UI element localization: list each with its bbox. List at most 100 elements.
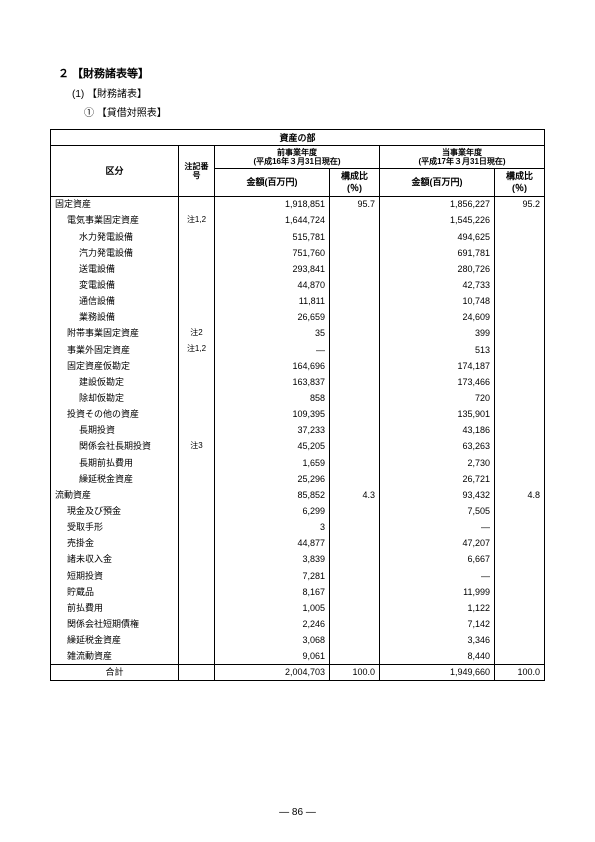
row-prev-pct bbox=[330, 212, 380, 228]
row-note bbox=[179, 390, 215, 406]
table-row: 関係会社長期投資注345,20563,263 bbox=[51, 438, 545, 454]
row-prev-amount: 44,877 bbox=[215, 535, 330, 551]
row-curr-pct bbox=[495, 438, 545, 454]
row-note bbox=[179, 648, 215, 664]
table-row: 附帯事業固定資産注235399 bbox=[51, 325, 545, 341]
row-prev-amount: 109,395 bbox=[215, 406, 330, 422]
row-note bbox=[179, 503, 215, 519]
row-prev-amount: 1,005 bbox=[215, 600, 330, 616]
row-label: 関係会社長期投資 bbox=[51, 438, 179, 454]
table-row: 貯蔵品8,16711,999 bbox=[51, 584, 545, 600]
row-note bbox=[179, 551, 215, 567]
table-row: 事業外固定資産注1,2―513 bbox=[51, 342, 545, 358]
row-label: 送電設備 bbox=[51, 261, 179, 277]
row-prev-pct bbox=[330, 422, 380, 438]
row-curr-amount: 173,466 bbox=[380, 374, 495, 390]
row-note bbox=[179, 229, 215, 245]
row-prev-pct bbox=[330, 245, 380, 261]
row-label: 変電設備 bbox=[51, 277, 179, 293]
table-row: 通信設備11,81110,748 bbox=[51, 293, 545, 309]
row-note bbox=[179, 519, 215, 535]
row-prev-amount: 3,839 bbox=[215, 551, 330, 567]
table-row: 諸未収入金3,8396,667 bbox=[51, 551, 545, 567]
row-prev-amount: 3,068 bbox=[215, 632, 330, 648]
row-curr-amount: 1,856,227 bbox=[380, 196, 495, 212]
row-label: 受取手形 bbox=[51, 519, 179, 535]
row-curr-pct bbox=[495, 503, 545, 519]
row-note: 注2 bbox=[179, 325, 215, 341]
row-prev-amount: 8,167 bbox=[215, 584, 330, 600]
row-note bbox=[179, 535, 215, 551]
row-note bbox=[179, 245, 215, 261]
row-curr-pct bbox=[495, 374, 545, 390]
row-curr-pct bbox=[495, 616, 545, 632]
row-curr-pct bbox=[495, 277, 545, 293]
row-curr-pct bbox=[495, 600, 545, 616]
row-prev-amount: 751,760 bbox=[215, 245, 330, 261]
row-prev-amount: 1,644,724 bbox=[215, 212, 330, 228]
row-note bbox=[179, 600, 215, 616]
row-label: 事業外固定資産 bbox=[51, 342, 179, 358]
row-curr-amount: 11,999 bbox=[380, 584, 495, 600]
row-prev-pct bbox=[330, 325, 380, 341]
row-prev-pct bbox=[330, 261, 380, 277]
row-curr-pct bbox=[495, 455, 545, 471]
row-prev-amount: 11,811 bbox=[215, 293, 330, 309]
row-prev-amount: 163,837 bbox=[215, 374, 330, 390]
table-row: 水力発電設備 515,781 494,625 bbox=[51, 229, 545, 245]
table-row: 固定資産仮勘定164,696174,187 bbox=[51, 358, 545, 374]
row-prev-amount: 7,281 bbox=[215, 568, 330, 584]
total-row: 合計 2,004,703 100.0 1,949,660 100.0 bbox=[51, 664, 545, 680]
row-prev-amount: 515,781 bbox=[215, 229, 330, 245]
row-curr-amount: 7,142 bbox=[380, 616, 495, 632]
row-curr-amount: 93,432 bbox=[380, 487, 495, 503]
table-row: 固定資産1,918,85195.71,856,22795.2 bbox=[51, 196, 545, 212]
balance-sheet-table: 資産の部 区分 注記番号 前事業年度 (平成16年３月31日現在) 当事業年度 … bbox=[50, 129, 545, 681]
table-body: 固定資産1,918,85195.71,856,22795.2電気事業固定資産注1… bbox=[51, 196, 545, 664]
row-curr-pct bbox=[495, 325, 545, 341]
row-curr-pct bbox=[495, 406, 545, 422]
period-header-prev: 前事業年度 (平成16年３月31日現在) bbox=[215, 146, 380, 168]
row-prev-amount: 35 bbox=[215, 325, 330, 341]
row-label: 除却仮勘定 bbox=[51, 390, 179, 406]
row-curr-amount: 7,505 bbox=[380, 503, 495, 519]
row-curr-pct: 4.8 bbox=[495, 487, 545, 503]
period-curr-line2: (平成17年３月31日現在) bbox=[418, 157, 505, 166]
row-curr-pct bbox=[495, 471, 545, 487]
row-note bbox=[179, 277, 215, 293]
row-curr-pct bbox=[495, 293, 545, 309]
row-curr-pct bbox=[495, 358, 545, 374]
period-prev-line1: 前事業年度 bbox=[277, 148, 317, 157]
row-note bbox=[179, 616, 215, 632]
row-note bbox=[179, 455, 215, 471]
row-curr-amount: 26,721 bbox=[380, 471, 495, 487]
row-curr-pct bbox=[495, 648, 545, 664]
row-curr-amount: 6,667 bbox=[380, 551, 495, 567]
row-note: 注3 bbox=[179, 438, 215, 454]
heading-level-1: ２ 【財務諸表等】 bbox=[58, 65, 545, 81]
row-note bbox=[179, 406, 215, 422]
total-note bbox=[179, 664, 215, 680]
row-prev-pct bbox=[330, 293, 380, 309]
row-curr-amount: 10,748 bbox=[380, 293, 495, 309]
table-row: 長期前払費用1,6592,730 bbox=[51, 455, 545, 471]
total-prev-pct: 100.0 bbox=[330, 664, 380, 680]
row-label: 業務設備 bbox=[51, 309, 179, 325]
row-note bbox=[179, 261, 215, 277]
super-header: 資産の部 bbox=[51, 130, 545, 146]
row-prev-amount: 9,061 bbox=[215, 648, 330, 664]
row-prev-amount: 858 bbox=[215, 390, 330, 406]
row-prev-amount: 293,841 bbox=[215, 261, 330, 277]
row-label: 繰延税金資産 bbox=[51, 471, 179, 487]
table-row: 投資その他の資産109,395135,901 bbox=[51, 406, 545, 422]
col-header-note: 注記番号 bbox=[179, 146, 215, 197]
row-curr-amount: 42,733 bbox=[380, 277, 495, 293]
row-label: 関係会社短期債権 bbox=[51, 616, 179, 632]
row-prev-pct bbox=[330, 616, 380, 632]
period-prev-line2: (平成16年３月31日現在) bbox=[253, 157, 340, 166]
row-curr-amount: 494,625 bbox=[380, 229, 495, 245]
row-curr-amount: 174,187 bbox=[380, 358, 495, 374]
row-label: 水力発電設備 bbox=[51, 229, 179, 245]
row-prev-pct bbox=[330, 648, 380, 664]
table-row: 売掛金44,87747,207 bbox=[51, 535, 545, 551]
